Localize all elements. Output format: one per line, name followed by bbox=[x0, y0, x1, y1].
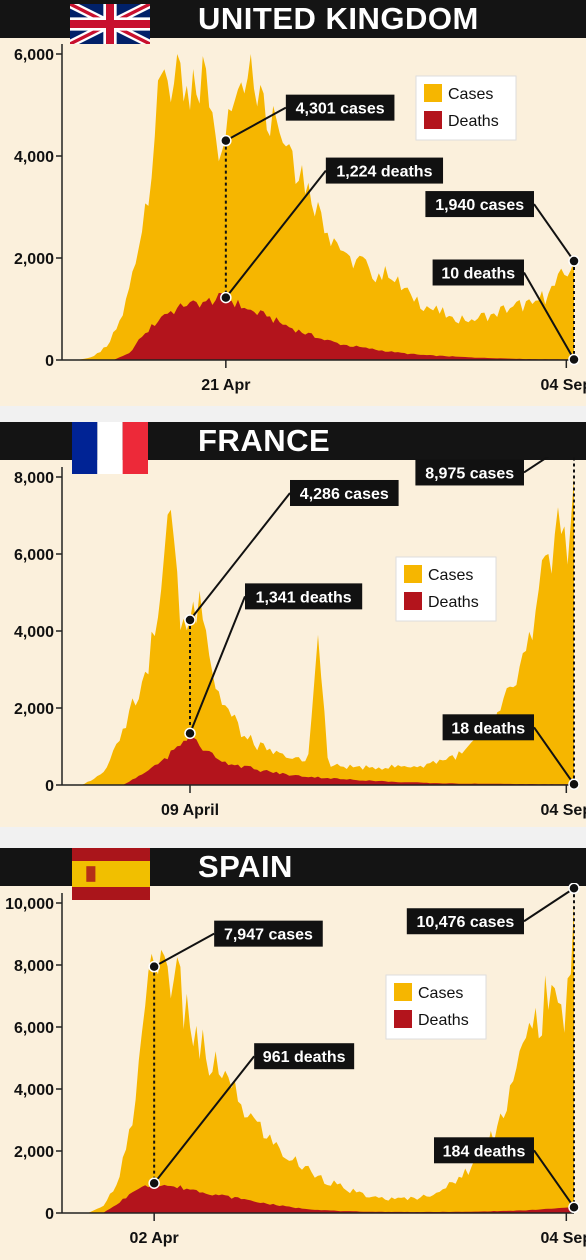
annotation-box bbox=[214, 920, 323, 947]
annotation-point bbox=[184, 727, 196, 740]
annotation-point bbox=[220, 134, 232, 147]
legend-label-cases: Cases bbox=[418, 985, 463, 1002]
deaths-area-series bbox=[62, 1183, 574, 1213]
legend-swatch-deaths bbox=[394, 1010, 412, 1028]
annotation-label: 8,975 cases bbox=[425, 465, 514, 482]
uk-chart: 0 2,000 4,000 6,000 21 Apr 04 Sep Cases Deaths 4… bbox=[14, 44, 586, 394]
legend: Cases Deaths bbox=[385, 974, 487, 1040]
y-tick-label: 8,000 bbox=[14, 958, 54, 975]
y-tick-label: 6,000 bbox=[14, 547, 54, 564]
legend-swatch-cases bbox=[394, 983, 412, 1001]
legend-swatch-deaths bbox=[424, 111, 442, 129]
annotation-point bbox=[184, 614, 196, 626]
annotation-box bbox=[406, 908, 524, 935]
annotation-box bbox=[245, 583, 363, 610]
annotation-label: 1,224 deaths bbox=[336, 164, 432, 181]
y-tick-label: 0 bbox=[45, 778, 54, 795]
legend-label-cases: Cases bbox=[448, 86, 493, 103]
annotation-leader bbox=[523, 457, 550, 474]
annotation-label: 1,940 cases bbox=[435, 197, 524, 214]
annotation-point bbox=[568, 353, 580, 366]
legend-swatch-deaths bbox=[404, 592, 422, 610]
annotation-label: 184 deaths bbox=[443, 1143, 526, 1160]
y-tick-label: 6,000 bbox=[14, 47, 54, 64]
annotation-leader bbox=[533, 1149, 575, 1208]
annotation-leader bbox=[533, 726, 575, 785]
uk-flag-icon bbox=[70, 4, 150, 44]
annotation-box bbox=[415, 459, 524, 486]
annotation-leader bbox=[523, 271, 575, 360]
annotation-box bbox=[254, 1043, 355, 1070]
deaths-area-series bbox=[62, 292, 574, 360]
spain-flag-icon bbox=[72, 848, 150, 900]
legend-label-deaths: Deaths bbox=[418, 1012, 469, 1029]
legend-label-deaths: Deaths bbox=[448, 113, 499, 130]
y-tick-label: 6,000 bbox=[14, 1020, 54, 1037]
annotation-leader bbox=[153, 1055, 255, 1184]
annotation-label: 7,947 cases bbox=[224, 927, 313, 944]
annotation-leader bbox=[225, 169, 327, 299]
annotation-box bbox=[325, 157, 444, 184]
annotation-box bbox=[290, 479, 399, 506]
annotation-label: 10,476 cases bbox=[416, 914, 514, 931]
y-tick-label: 2,000 bbox=[14, 251, 54, 268]
annotation-point bbox=[148, 1177, 160, 1189]
spain-chart: 0 2,000 4,000 6,000 8,000 10,000 02 Apr 04 Sep C… bbox=[5, 883, 586, 1247]
x-tick-label: 04 Sep bbox=[541, 802, 586, 819]
y-tick-label: 8,000 bbox=[14, 470, 54, 487]
annotation-point bbox=[220, 291, 232, 304]
annotation-label: 961 deaths bbox=[263, 1049, 346, 1066]
annotation-label: 10 deaths bbox=[441, 265, 515, 282]
legend-label-cases: Cases bbox=[428, 567, 473, 584]
annotation-point bbox=[568, 1201, 580, 1214]
legend: Cases Deaths bbox=[415, 75, 517, 141]
y-tick-label: 4,000 bbox=[14, 1082, 54, 1099]
y-tick-label: 4,000 bbox=[14, 624, 54, 641]
annotation-box bbox=[434, 1137, 534, 1164]
annotation-leader bbox=[523, 887, 575, 923]
annotation-label: 4,301 cases bbox=[296, 101, 385, 118]
annotation-label: 18 deaths bbox=[451, 720, 525, 737]
y-tick-label: 10,000 bbox=[5, 896, 54, 913]
y-tick-label: 0 bbox=[45, 353, 54, 370]
annotation-point bbox=[148, 960, 160, 973]
annotation-point bbox=[568, 778, 580, 791]
legend-label-deaths: Deaths bbox=[428, 594, 479, 611]
x-tick-label: 09 April bbox=[161, 802, 219, 819]
y-tick-label: 2,000 bbox=[14, 701, 54, 718]
annotation-box bbox=[425, 191, 534, 218]
annotation-leader bbox=[225, 106, 287, 142]
cases-area-series bbox=[62, 903, 574, 1213]
y-tick-label: 2,000 bbox=[14, 1144, 54, 1161]
france-chart: 0 2,000 4,000 6,000 8,000 09 April 04 Sep Cases… bbox=[14, 457, 586, 819]
x-tick-label: 04 Sep bbox=[541, 377, 586, 394]
legend: Cases Deaths bbox=[395, 556, 497, 622]
france-title: FRANCE bbox=[198, 423, 331, 458]
cases-area-series bbox=[62, 54, 574, 360]
y-tick-label: 4,000 bbox=[14, 149, 54, 166]
uk-title: UNITED KINGDOM bbox=[198, 1, 479, 36]
cases-area-series bbox=[62, 477, 574, 785]
annotation-leader bbox=[533, 203, 575, 262]
x-tick-label: 02 Apr bbox=[130, 1230, 179, 1247]
x-tick-label: 21 Apr bbox=[201, 377, 250, 394]
deaths-area-series bbox=[62, 733, 574, 785]
annotation-box bbox=[285, 94, 395, 121]
spain-title: SPAIN bbox=[198, 849, 293, 884]
annotation-point bbox=[568, 255, 580, 267]
annotation-leader bbox=[153, 932, 215, 968]
annotation-point bbox=[568, 883, 580, 894]
legend-swatch-cases bbox=[424, 84, 442, 102]
annotation-label: 4,286 cases bbox=[300, 486, 389, 503]
annotation-label: 1,341 deaths bbox=[256, 589, 352, 606]
legend-swatch-cases bbox=[404, 565, 422, 583]
annotation-leader bbox=[189, 492, 291, 621]
annotation-leader bbox=[189, 595, 246, 734]
x-tick-label: 04 Sep bbox=[541, 1230, 586, 1247]
annotation-box bbox=[432, 259, 524, 286]
annotation-box bbox=[442, 714, 534, 741]
france-flag-icon bbox=[72, 422, 148, 474]
y-tick-label: 0 bbox=[45, 1206, 54, 1223]
